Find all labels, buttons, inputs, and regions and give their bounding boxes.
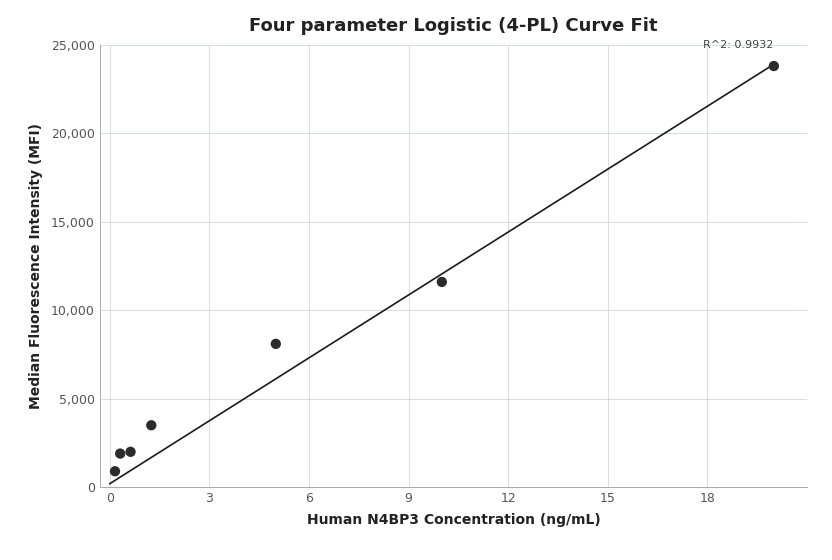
Point: [113, 449, 126, 458]
Point: [108, 467, 121, 476]
Point: [124, 447, 137, 456]
Text: R^2: 0.9932: R^2: 0.9932: [704, 40, 774, 50]
Point: [435, 277, 448, 286]
Point: [270, 339, 283, 348]
Y-axis label: Median Fluorescence Intensity (MFI): Median Fluorescence Intensity (MFI): [29, 123, 42, 409]
X-axis label: Human N4BP3 Concentration (ng/mL): Human N4BP3 Concentration (ng/mL): [306, 514, 601, 528]
Point: [767, 62, 780, 71]
Title: Four parameter Logistic (4-PL) Curve Fit: Four parameter Logistic (4-PL) Curve Fit: [250, 17, 657, 35]
Point: [145, 421, 158, 430]
